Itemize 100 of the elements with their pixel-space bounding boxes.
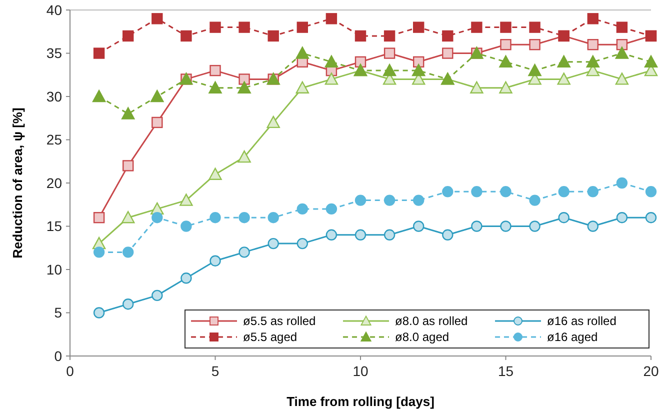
point — [528, 64, 542, 76]
y-tick-label: 25 — [46, 132, 62, 148]
point — [442, 48, 454, 59]
point — [442, 229, 454, 240]
point — [413, 56, 424, 68]
point — [529, 220, 540, 232]
y-tick-label: 40 — [46, 2, 62, 18]
point — [645, 186, 657, 198]
legend-label: ø5.5 aged — [243, 330, 298, 344]
point — [238, 246, 250, 258]
legend-label: ø8.0 aged — [395, 330, 450, 344]
point — [384, 30, 396, 42]
point — [471, 220, 482, 232]
point — [93, 246, 105, 258]
point — [384, 229, 396, 240]
point — [616, 177, 628, 189]
y-tick-label: 30 — [46, 88, 62, 104]
point — [296, 46, 309, 59]
point — [471, 22, 482, 33]
point — [150, 90, 164, 102]
point — [354, 194, 366, 206]
y-tick-label: 20 — [46, 174, 62, 191]
point — [266, 116, 280, 128]
y-tick-label: 15 — [46, 218, 62, 234]
x-tick-label: 10 — [352, 363, 368, 379]
point — [122, 246, 134, 258]
point — [354, 229, 366, 240]
point — [208, 81, 222, 94]
point — [93, 212, 105, 224]
point — [442, 186, 454, 198]
point — [326, 13, 338, 24]
point — [238, 74, 250, 85]
point — [413, 220, 424, 232]
point — [412, 64, 426, 76]
legend-label: ø8.0 as rolled — [395, 314, 468, 328]
point — [326, 229, 338, 240]
point — [587, 186, 598, 198]
point — [558, 186, 570, 198]
point — [384, 48, 396, 59]
point — [529, 194, 540, 206]
point — [296, 238, 308, 250]
point — [152, 290, 163, 302]
point — [326, 203, 338, 215]
point — [93, 48, 105, 59]
point — [180, 220, 192, 232]
legend-label: ø16 as rolled — [547, 314, 616, 328]
point — [238, 150, 251, 163]
point — [499, 55, 512, 68]
point — [615, 46, 629, 59]
point — [180, 272, 192, 284]
point — [122, 107, 135, 120]
point — [152, 116, 163, 128]
y-tick-label: 5 — [54, 304, 62, 321]
point — [210, 212, 221, 224]
point — [529, 22, 540, 33]
point — [442, 30, 454, 42]
point — [499, 81, 512, 94]
point — [500, 186, 512, 198]
point — [152, 13, 163, 24]
point — [557, 72, 570, 85]
point — [208, 168, 222, 180]
y-axis-title: Reduction of area, ψ [%] — [10, 108, 25, 258]
point — [645, 212, 657, 224]
point — [354, 30, 366, 42]
point — [210, 22, 221, 33]
point — [268, 238, 279, 250]
point — [210, 64, 221, 76]
point — [382, 64, 396, 76]
point — [152, 212, 163, 224]
point — [500, 22, 512, 33]
point — [122, 30, 134, 42]
point — [587, 39, 598, 50]
point — [413, 22, 424, 33]
point — [296, 81, 309, 94]
point — [180, 194, 193, 206]
legend-label: ø5.5 as rolled — [243, 314, 316, 328]
point — [644, 55, 658, 68]
x-axis-title: Time from rolling [days] — [286, 394, 434, 409]
point — [180, 30, 192, 42]
point — [268, 212, 279, 224]
point — [238, 81, 251, 94]
point — [93, 307, 105, 318]
point — [587, 220, 598, 232]
point — [122, 160, 134, 172]
y-tick-label: 35 — [46, 45, 62, 62]
point — [324, 55, 338, 68]
point — [413, 194, 424, 206]
point — [324, 72, 338, 85]
point — [238, 22, 250, 33]
point — [268, 30, 279, 42]
point — [529, 39, 540, 50]
point — [296, 203, 308, 215]
point — [557, 55, 570, 68]
x-tick-label: 0 — [66, 363, 74, 379]
point — [471, 186, 482, 198]
point — [384, 194, 396, 206]
point — [558, 212, 570, 224]
point — [500, 39, 512, 50]
point — [238, 212, 250, 224]
point — [616, 39, 628, 50]
